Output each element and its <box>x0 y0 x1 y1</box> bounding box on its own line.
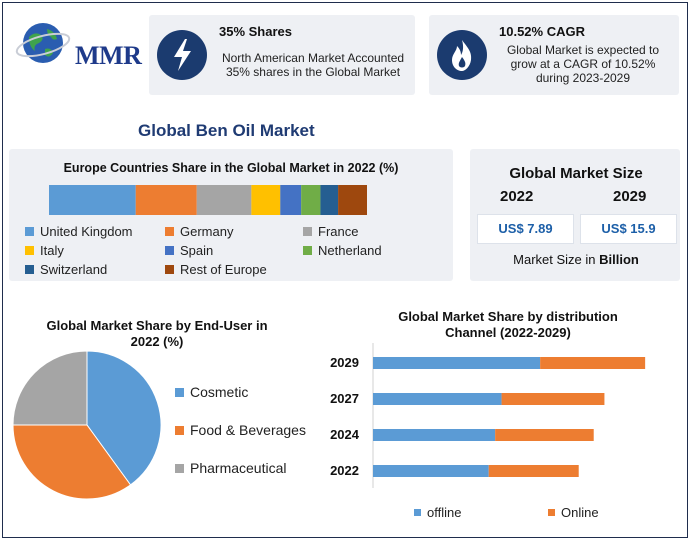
lightning-icon-circle <box>157 30 207 80</box>
shares-text-line2: 35% shares in the Global Market <box>225 65 401 79</box>
europe-legend-item-france: France <box>303 224 358 239</box>
distribution-chart-title: Global Market Share by distribution Chan… <box>363 309 653 341</box>
year-label-2024: 2024 <box>330 427 360 442</box>
shares-card: 35% Shares North American Market Account… <box>149 15 415 95</box>
legend-swatch <box>303 246 312 255</box>
legend-swatch <box>175 463 184 473</box>
market-size-value-2029: US$ 15.9 <box>580 214 677 244</box>
legend-label: Switzerland <box>40 262 108 277</box>
distribution-bar-online-2024 <box>495 429 594 441</box>
legend-label: Cosmetic <box>190 384 249 400</box>
distribution-bar-online-2027 <box>501 393 605 405</box>
legend-label: Netherland <box>318 243 382 258</box>
market-size-note-prefix: Market Size in <box>513 252 600 267</box>
end-user-pie-chart <box>12 350 162 500</box>
legend-swatch <box>25 246 34 255</box>
market-size-year-2029: 2029 <box>613 188 647 205</box>
distribution-title-line1: Global Market Share by distribution <box>398 309 618 324</box>
europe-stacked-bar <box>49 185 367 215</box>
market-size-note-unit: Billion <box>599 252 639 267</box>
europe-legend-item-rest-of-europe: Rest of Europe <box>165 262 267 277</box>
cagr-title: 10.52% CAGR <box>499 24 585 39</box>
europe-bar-segment-france <box>196 185 252 215</box>
market-size-year-2022: 2022 <box>500 188 534 205</box>
cagr-text-line2: grow at a CAGR of 10.52% <box>510 57 656 71</box>
legend-swatch <box>175 425 184 435</box>
distribution-bar-offline-2029 <box>373 357 541 369</box>
globe-icon <box>15 23 71 63</box>
legend-label: Italy <box>40 243 64 258</box>
pie-slice-food-beverages <box>12 424 132 500</box>
shares-text-line1: North American Market Accounted <box>221 51 405 65</box>
europe-bar-segment-united-kingdom <box>49 185 136 215</box>
year-label-2027: 2027 <box>330 391 359 406</box>
pie-legend-item-food-beverages: Food & Beverages <box>175 422 306 438</box>
europe-bar-segment-switzerland <box>320 185 339 215</box>
legend-label: Germany <box>180 224 234 239</box>
europe-bar-segment-germany <box>135 185 197 215</box>
distribution-bar-chart: 2029 2027 2024 2022 <box>330 343 646 488</box>
legend-swatch <box>165 227 174 236</box>
legend-label: offline <box>427 505 462 520</box>
europe-legend-item-italy: Italy <box>25 243 64 258</box>
cagr-text-line1: Global Market is expected to <box>506 43 660 57</box>
legend-label: Pharmaceutical <box>190 460 287 476</box>
europe-legend-item-netherland: Netherland <box>303 243 382 258</box>
legend-swatch <box>175 387 184 397</box>
mmr-logo: MMR <box>13 15 143 75</box>
market-size-note: Market Size in Billion <box>473 252 679 267</box>
legend-swatch <box>414 509 421 516</box>
pie-chart-title: Global Market Share by End-User in 2022 … <box>21 318 293 350</box>
legend-label: Food & Beverages <box>190 422 306 438</box>
market-size-title: Global Market Size <box>509 165 643 182</box>
pie-slice-cosmetic <box>86 350 162 486</box>
legend-label: Rest of Europe <box>180 262 267 277</box>
distribution-title-line2: Channel (2022-2029) <box>445 325 571 340</box>
legend-label: Online <box>561 505 599 520</box>
year-label-2022: 2022 <box>330 463 359 478</box>
cagr-text-line3: during 2023-2029 <box>535 71 631 85</box>
year-label-2029: 2029 <box>330 355 359 370</box>
europe-bar-segment-italy <box>251 185 281 215</box>
legend-label: United Kingdom <box>40 224 133 239</box>
flame-icon <box>452 40 472 71</box>
legend-swatch <box>165 265 174 274</box>
pie-legend-item-cosmetic: Cosmetic <box>175 384 248 400</box>
legend-swatch <box>165 246 174 255</box>
europe-bar-segment-spain <box>280 185 302 215</box>
legend-swatch <box>548 509 555 516</box>
distribution-legend-item-online: Online <box>548 505 599 520</box>
pie-slice-pharmaceutical <box>12 350 88 426</box>
distribution-bar-offline-2027 <box>373 393 502 405</box>
europe-bar-segment-netherland <box>301 185 321 215</box>
legend-swatch <box>303 227 312 236</box>
market-size-value-2022: US$ 7.89 <box>477 214 574 244</box>
distribution-bar-offline-2024 <box>373 429 496 441</box>
distribution-legend-item-offline: offline <box>414 505 461 520</box>
legend-swatch <box>25 227 34 236</box>
pie-legend-item-pharmaceutical: Pharmaceutical <box>175 460 287 476</box>
distribution-bar-online-2029 <box>540 357 646 369</box>
europe-bar-segment-rest-of-europe <box>338 185 367 215</box>
europe-legend-item-germany: Germany <box>165 224 233 239</box>
europe-chart-title: Europe Countries Share in the Global Mar… <box>63 161 399 175</box>
legend-label: Spain <box>180 243 214 258</box>
distribution-bar-online-2022 <box>488 465 579 477</box>
shares-title: 35% Shares <box>219 24 292 39</box>
page-title: Global Ben Oil Market <box>138 121 315 140</box>
europe-legend-item-switzerland: Switzerland <box>25 262 107 277</box>
legend-label: France <box>318 224 359 239</box>
logo-text: MMR <box>75 41 142 70</box>
pie-title-line2: 2022 (%) <box>130 334 184 349</box>
pie-title-line1: Global Market Share by End-User in <box>46 318 268 333</box>
flame-icon-circle <box>437 30 487 80</box>
europe-legend-item-spain: Spain <box>165 243 213 258</box>
legend-swatch <box>25 265 34 274</box>
europe-legend-item-united-kingdom: United Kingdom <box>25 224 133 239</box>
cagr-card: 10.52% CAGR Global Market is expected to… <box>429 15 679 95</box>
lightning-icon <box>174 39 191 71</box>
distribution-bar-offline-2022 <box>373 465 489 477</box>
